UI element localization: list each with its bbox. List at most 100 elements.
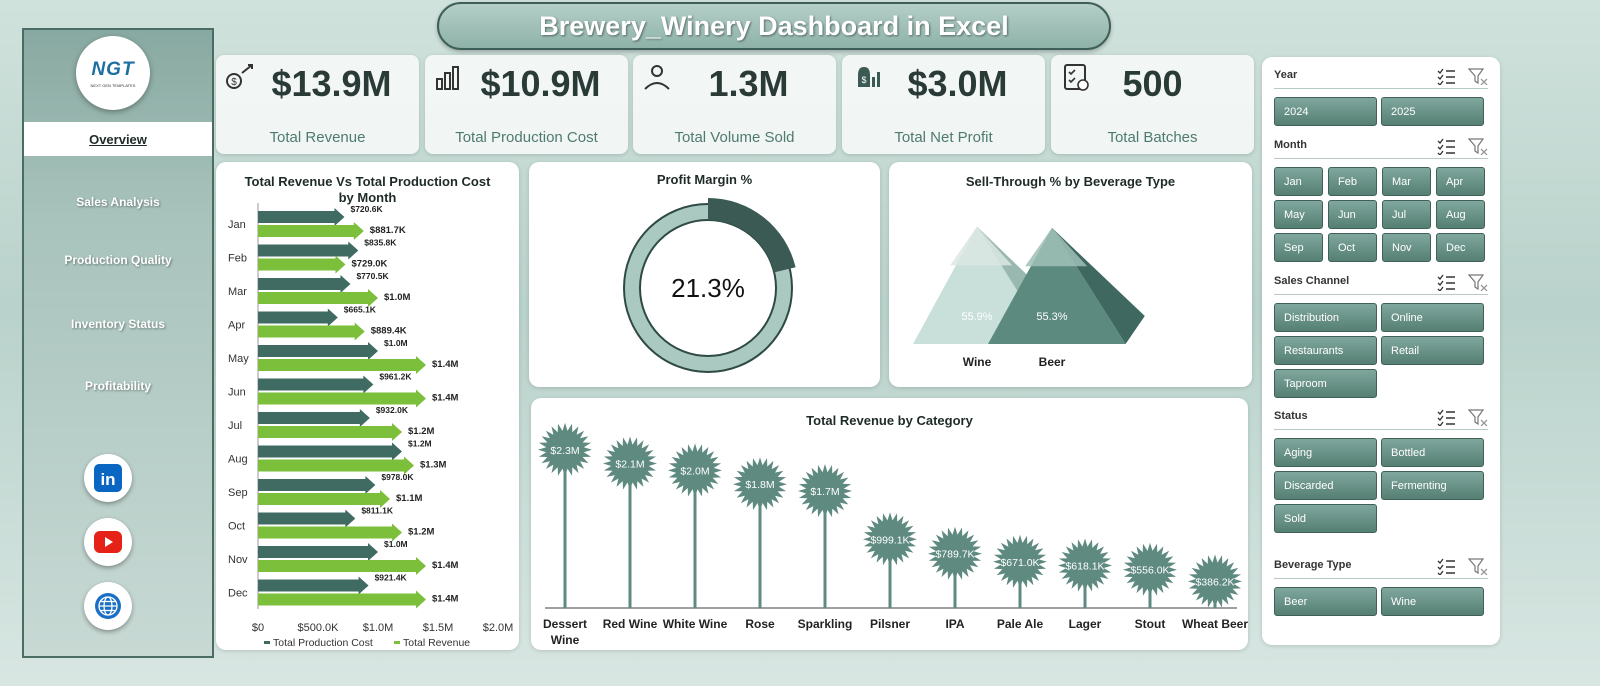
pyramid-value-label: 55.9% bbox=[961, 311, 992, 323]
svg-text:$: $ bbox=[861, 75, 866, 85]
slicer-item-mar[interactable]: Mar bbox=[1382, 167, 1431, 196]
youtube-icon[interactable] bbox=[84, 518, 132, 566]
slicer-title: Beverage Type bbox=[1274, 559, 1352, 571]
starburst-marker bbox=[1188, 554, 1242, 609]
slicer-item-taproom[interactable]: Taproom bbox=[1274, 369, 1377, 398]
slicer-item-dec[interactable]: Dec bbox=[1436, 233, 1485, 262]
slicer-item-aug[interactable]: Aug bbox=[1436, 200, 1485, 229]
dashboard-title-bar: Brewery_Winery Dashboard in Excel bbox=[437, 2, 1111, 50]
chart-title: Total Revenue by Category bbox=[806, 413, 973, 428]
nav-overview[interactable]: Overview bbox=[24, 122, 212, 156]
revenue-bar bbox=[258, 590, 426, 609]
batches-icon bbox=[1064, 64, 1089, 91]
nav-production-quality[interactable]: Production Quality bbox=[64, 253, 172, 267]
data-label: $1.0M bbox=[384, 338, 408, 348]
slicer-item-feb[interactable]: Feb bbox=[1328, 167, 1377, 196]
net-profit-icon: $ bbox=[858, 67, 880, 87]
slicer-item-beer[interactable]: Beer bbox=[1274, 587, 1377, 616]
kpi-total-revenue: $ $13.9M Total Revenue bbox=[216, 55, 419, 154]
donut-value-segment bbox=[708, 198, 796, 273]
slicer-item-wine[interactable]: Wine bbox=[1381, 587, 1484, 616]
y-tick-label: Mar bbox=[228, 286, 247, 298]
multi-select-icon[interactable] bbox=[1436, 137, 1456, 155]
slicer-item-sold[interactable]: Sold bbox=[1274, 504, 1377, 533]
slicer-item-nov[interactable]: Nov bbox=[1382, 233, 1431, 262]
category-label: Pale Ale bbox=[997, 617, 1044, 631]
slicer-item-apr[interactable]: Apr bbox=[1436, 167, 1485, 196]
slicer-item-online[interactable]: Online bbox=[1381, 303, 1484, 332]
revenue-bar bbox=[258, 322, 365, 341]
data-label: $729.0K bbox=[351, 259, 387, 270]
slicer-title: Month bbox=[1274, 139, 1307, 151]
kpi-total-volume-sold: 1.3M Total Volume Sold bbox=[633, 55, 836, 154]
slicer-item-distribution[interactable]: Distribution bbox=[1274, 303, 1377, 332]
donut-center-label: 21.3% bbox=[671, 273, 745, 303]
slicer-item-jan[interactable]: Jan bbox=[1274, 167, 1323, 196]
revenue-vs-cost-card: Total Revenue Vs Total Production Cost b… bbox=[216, 162, 519, 650]
x-tick-label: $500.0K bbox=[298, 622, 340, 634]
data-label: $932.0K bbox=[376, 405, 409, 415]
slicer-item-fermenting[interactable]: Fermenting bbox=[1381, 471, 1484, 500]
category-label: Red Wine bbox=[603, 617, 658, 631]
slicer-item-may[interactable]: May bbox=[1274, 200, 1323, 229]
data-label: $1.4M bbox=[432, 594, 458, 605]
category-label: Rose bbox=[745, 617, 775, 631]
starburst-marker bbox=[733, 457, 787, 512]
data-label: $720.6K bbox=[350, 204, 383, 214]
data-label: $618.1K bbox=[1065, 560, 1104, 572]
data-label: $961.2K bbox=[379, 372, 412, 382]
revenue-bar bbox=[258, 255, 346, 274]
nav-sales-analysis[interactable]: Sales Analysis bbox=[76, 195, 160, 209]
ngt-logo[interactable]: NGT NEXT GEN TEMPLATES bbox=[76, 36, 150, 110]
legend-swatch-revenue bbox=[394, 641, 400, 644]
category-label: IPA bbox=[945, 617, 964, 631]
category-label: Wine bbox=[551, 633, 580, 647]
data-label: $671.0K bbox=[1000, 557, 1039, 569]
legend-label: Total Revenue bbox=[403, 637, 470, 649]
slicer-item-2024[interactable]: 2024 bbox=[1274, 97, 1377, 126]
kpi-total-batches: 500 Total Batches bbox=[1051, 55, 1254, 154]
slicer-item-sep[interactable]: Sep bbox=[1274, 233, 1323, 262]
multi-select-icon[interactable] bbox=[1436, 408, 1456, 426]
kpi-label: Total Revenue bbox=[269, 129, 366, 146]
globe-icon[interactable] bbox=[84, 582, 132, 630]
linkedin-icon[interactable]: in bbox=[84, 454, 132, 502]
slicer-item-2025[interactable]: 2025 bbox=[1381, 97, 1484, 126]
slicer-item-aging[interactable]: Aging bbox=[1274, 438, 1377, 467]
kpi-total-net-profit: $ $3.0M Total Net Profit bbox=[842, 55, 1045, 154]
data-label: $1.0M bbox=[384, 539, 408, 549]
slicer-item-retail[interactable]: Retail bbox=[1381, 336, 1484, 365]
clear-filter-icon[interactable] bbox=[1468, 137, 1488, 155]
nav-profitability[interactable]: Profitability bbox=[84, 379, 151, 393]
revenue-bar bbox=[258, 423, 402, 441]
category-label: Wheat Beer bbox=[1182, 617, 1248, 631]
clear-filter-icon[interactable] bbox=[1468, 557, 1488, 575]
x-tick-label: $1.0M bbox=[363, 622, 394, 634]
slicer-item-jul[interactable]: Jul bbox=[1382, 200, 1431, 229]
multi-select-icon[interactable] bbox=[1436, 273, 1456, 291]
data-label: $881.7K bbox=[370, 225, 406, 236]
cost-bar bbox=[258, 208, 345, 226]
slicer-item-oct[interactable]: Oct bbox=[1328, 233, 1377, 262]
clear-filter-icon[interactable] bbox=[1468, 273, 1488, 291]
slicer-item-discarded[interactable]: Discarded bbox=[1274, 471, 1377, 500]
data-label: $2.3M bbox=[550, 445, 579, 457]
cost-bar bbox=[258, 375, 374, 394]
category-label: Pilsner bbox=[870, 617, 910, 631]
clear-filter-icon[interactable] bbox=[1468, 67, 1488, 85]
nav-inventory-status[interactable]: Inventory Status bbox=[70, 317, 166, 331]
revenue-vs-cost-chart: Jan $720.6K $881.7K Feb $835.8K $729.0K Mar $77… bbox=[228, 203, 513, 649]
revenue-by-category-chart: $2.3M Dessert Wine $2.1M Red Wine $2.0M White … bbox=[538, 422, 1248, 647]
production-cost-icon bbox=[436, 66, 459, 90]
data-label: $665.1K bbox=[344, 305, 377, 315]
slicer-item-bottled[interactable]: Bottled bbox=[1381, 438, 1484, 467]
multi-select-icon[interactable] bbox=[1436, 67, 1456, 85]
multi-select-icon[interactable] bbox=[1436, 557, 1456, 575]
clear-filter-icon[interactable] bbox=[1468, 408, 1488, 426]
data-label: $835.8K bbox=[364, 238, 397, 248]
slicer-item-jun[interactable]: Jun bbox=[1328, 200, 1377, 229]
slicer-title: Status bbox=[1274, 410, 1308, 422]
chart-title: Profit Margin % bbox=[656, 172, 753, 187]
starburst-marker bbox=[538, 422, 592, 477]
slicer-item-restaurants[interactable]: Restaurants bbox=[1274, 336, 1377, 365]
